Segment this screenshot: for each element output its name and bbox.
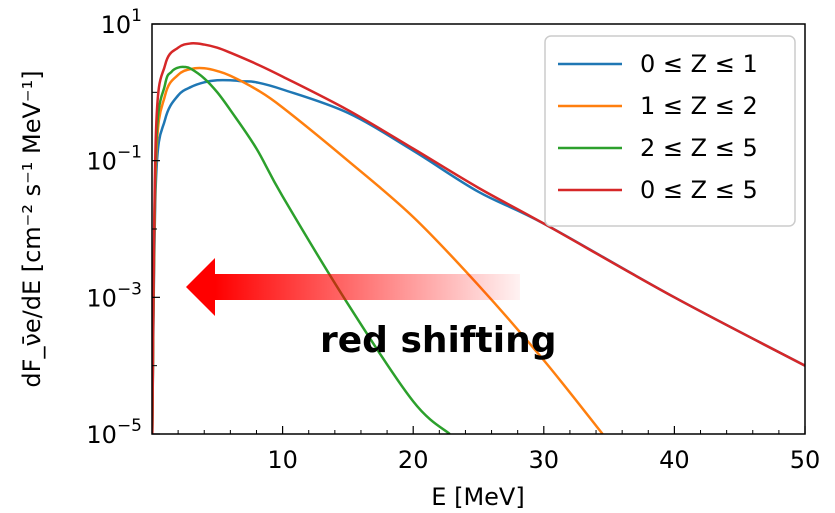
annotation-text: red shifting bbox=[320, 320, 556, 361]
y-tick-label-3: 101 bbox=[101, 6, 142, 39]
axis-ticks: 10 20 30 40 50 10−5 10−3 10−1 101 bbox=[86, 6, 820, 474]
x-tick-label-30: 30 bbox=[529, 446, 560, 474]
x-axis-title: E [MeV] bbox=[431, 483, 524, 511]
legend: 0 ≤ Z ≤ 1 1 ≤ Z ≤ 2 2 ≤ Z ≤ 5 0 ≤ Z ≤ 5 bbox=[544, 35, 796, 227]
y-axis-title: dF_ν̄e/dE [cm⁻² s⁻¹ MeV⁻¹] bbox=[18, 70, 46, 387]
x-tick-label-50: 50 bbox=[790, 446, 821, 474]
arrow-shaft bbox=[215, 274, 520, 300]
series-line-3 bbox=[152, 42, 805, 434]
red-shifting-annotation: red shifting bbox=[186, 258, 556, 361]
y-tick-label-2: 10−1 bbox=[86, 143, 142, 176]
y-tick-label-0: 10−5 bbox=[86, 416, 142, 449]
x-tick-label-20: 20 bbox=[398, 446, 429, 474]
x-tick-label-40: 40 bbox=[659, 446, 690, 474]
x-tick-label-10: 10 bbox=[267, 446, 298, 474]
legend-label-1: 1 ≤ Z ≤ 2 bbox=[640, 92, 758, 120]
legend-label-0: 0 ≤ Z ≤ 1 bbox=[640, 50, 758, 78]
series-lines bbox=[152, 42, 805, 434]
legend-label-2: 2 ≤ Z ≤ 5 bbox=[640, 134, 758, 162]
series-line-1 bbox=[152, 66, 604, 434]
arrow-head bbox=[186, 258, 215, 316]
legend-box bbox=[544, 35, 796, 227]
y-tick-label-1: 10−3 bbox=[86, 279, 142, 312]
legend-label-3: 0 ≤ Z ≤ 5 bbox=[640, 176, 758, 204]
